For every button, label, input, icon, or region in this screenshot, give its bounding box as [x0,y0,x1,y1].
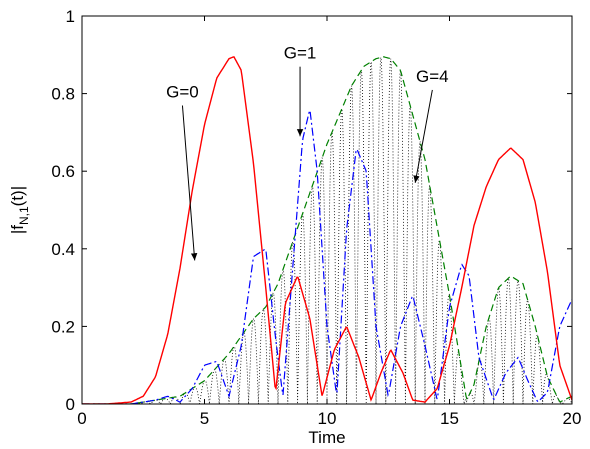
series-line-g4 [82,56,572,404]
annotation-g0: G=0 [166,82,199,101]
y-tick-label: 0.2 [51,317,75,336]
annotation-g1: G=1 [284,44,317,63]
x-axis-title: Time [308,428,345,447]
series-layer [82,56,572,404]
annotation-layer: G=0 G=1 G=4 [166,44,449,261]
x-tick-label: 5 [200,409,209,428]
x-tick-label: 0 [77,409,86,428]
y-tick-label: 1 [66,7,75,26]
annotation-arrow [413,89,433,183]
y-axis-title: |fN,1(t)| [8,186,31,234]
x-tick-label: 15 [440,409,459,428]
y-tick-label: 0.6 [51,162,75,181]
ticks-layer: 0 5 10 15 20 0 0.2 0.4 0.6 0.8 1 [51,7,581,428]
y-tick-label: 0.8 [51,85,75,104]
plot-background [82,16,572,404]
annotation-arrow [181,105,198,261]
y-axis-title-main: |f [8,225,27,234]
y-axis-title-suffix: (t)| [8,186,27,206]
y-tick-label: 0 [66,395,75,414]
series-line-g0 [82,56,572,404]
y-tick-label: 0.4 [51,240,75,259]
annotation-g4: G=4 [416,67,449,86]
y-axis-title-subscript: N,1 [17,206,31,225]
x-tick-label: 10 [318,409,337,428]
x-tick-label: 20 [563,409,582,428]
series-line-g1 [82,108,572,404]
